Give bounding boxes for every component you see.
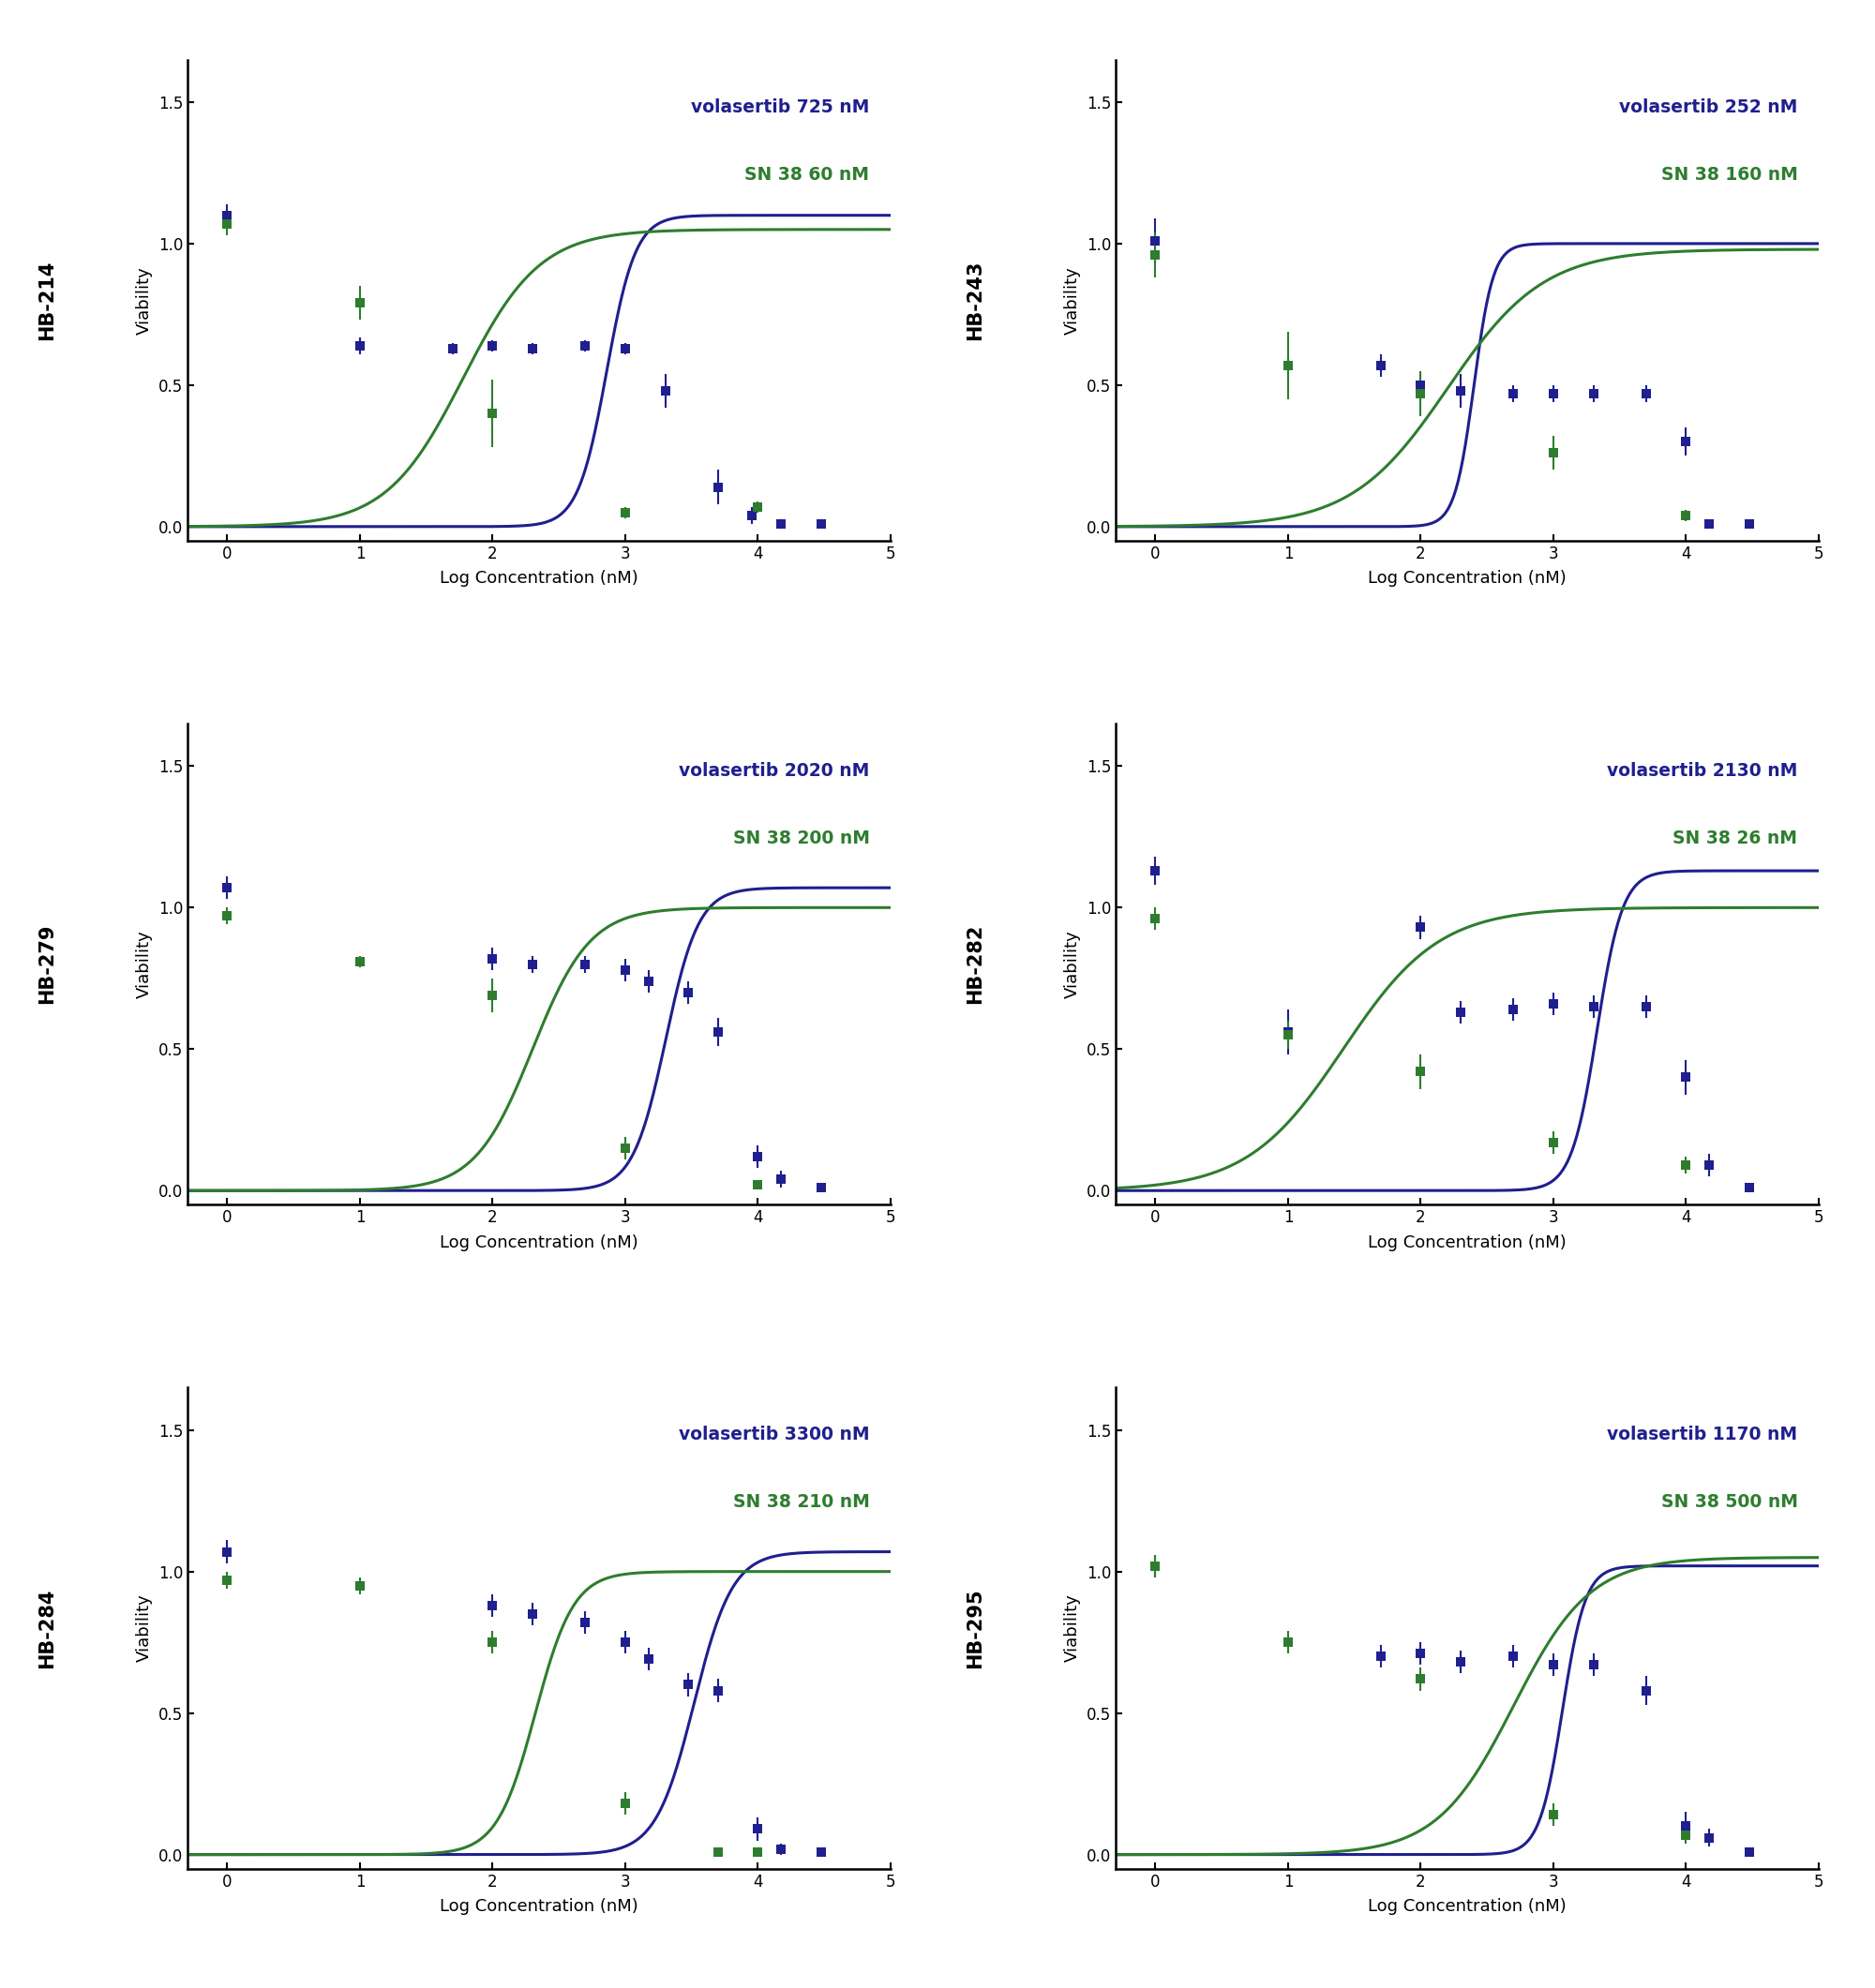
X-axis label: Log Concentration (nM): Log Concentration (nM) bbox=[441, 571, 638, 586]
Text: HB-243: HB-243 bbox=[966, 260, 984, 340]
Y-axis label: Viability: Viability bbox=[1065, 930, 1082, 998]
Text: HB-214: HB-214 bbox=[38, 260, 56, 340]
Y-axis label: Viability: Viability bbox=[137, 266, 154, 334]
Text: volasertib 252 nM: volasertib 252 nM bbox=[1620, 97, 1798, 115]
Y-axis label: Viability: Viability bbox=[137, 1594, 154, 1662]
Text: volasertib 2020 nM: volasertib 2020 nM bbox=[679, 761, 870, 779]
Text: volasertib 3300 nM: volasertib 3300 nM bbox=[679, 1425, 870, 1443]
Text: SN 38 60 nM: SN 38 60 nM bbox=[744, 165, 870, 183]
Text: SN 38 160 nM: SN 38 160 nM bbox=[1661, 165, 1798, 183]
Text: SN 38 500 nM: SN 38 500 nM bbox=[1661, 1493, 1798, 1511]
Y-axis label: Viability: Viability bbox=[137, 930, 154, 998]
X-axis label: Log Concentration (nM): Log Concentration (nM) bbox=[1369, 1899, 1566, 1914]
Text: SN 38 210 nM: SN 38 210 nM bbox=[733, 1493, 870, 1511]
Text: HB-284: HB-284 bbox=[38, 1588, 56, 1668]
Text: HB-282: HB-282 bbox=[966, 924, 984, 1004]
X-axis label: Log Concentration (nM): Log Concentration (nM) bbox=[1369, 1235, 1566, 1250]
Text: volasertib 1170 nM: volasertib 1170 nM bbox=[1607, 1425, 1798, 1443]
Text: SN 38 200 nM: SN 38 200 nM bbox=[733, 829, 870, 847]
Text: volasertib 2130 nM: volasertib 2130 nM bbox=[1607, 761, 1798, 779]
X-axis label: Log Concentration (nM): Log Concentration (nM) bbox=[1369, 571, 1566, 586]
X-axis label: Log Concentration (nM): Log Concentration (nM) bbox=[441, 1899, 638, 1914]
Text: HB-279: HB-279 bbox=[38, 924, 56, 1004]
Text: HB-295: HB-295 bbox=[966, 1588, 984, 1668]
Text: volasertib 725 nM: volasertib 725 nM bbox=[692, 97, 870, 115]
Text: SN 38 26 nM: SN 38 26 nM bbox=[1672, 829, 1798, 847]
Y-axis label: Viability: Viability bbox=[1065, 1594, 1082, 1662]
X-axis label: Log Concentration (nM): Log Concentration (nM) bbox=[441, 1235, 638, 1250]
Y-axis label: Viability: Viability bbox=[1065, 266, 1082, 334]
